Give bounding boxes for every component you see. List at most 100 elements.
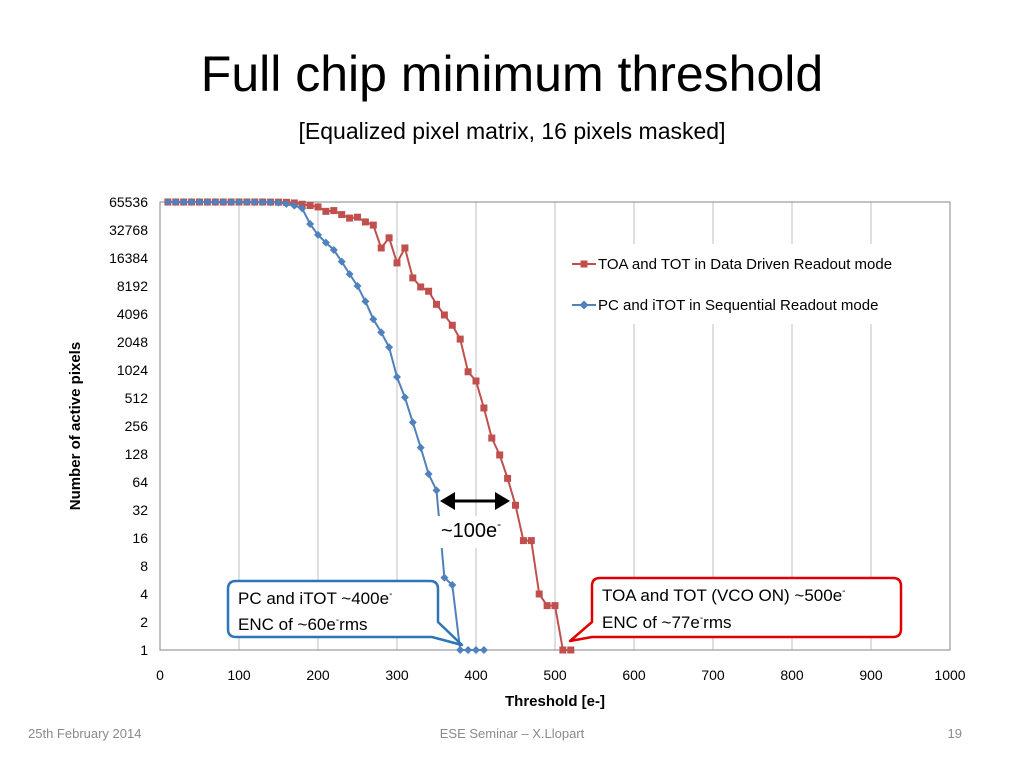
legend-marker-toa [580, 260, 588, 268]
data-point-diamond [195, 198, 204, 207]
legend-marker-pc [579, 300, 589, 310]
data-point-diamond [250, 198, 259, 207]
data-point-diamond [472, 646, 480, 654]
data-point-diamond [432, 486, 441, 495]
data-point-diamond [211, 198, 220, 207]
data-point-square [527, 537, 535, 545]
y-tick-label: 512 [125, 390, 149, 406]
data-point-diamond [345, 270, 354, 279]
data-point-diamond [456, 646, 465, 654]
data-point-diamond [258, 198, 267, 207]
y-tick-label: 4 [140, 586, 148, 602]
pc-callout-line1: PC and iTOT ~400e- [238, 589, 392, 608]
y-tick-label: 32768 [109, 222, 148, 238]
toa-callout-line2: ENC of ~77e-rms [602, 613, 731, 632]
pc-callout: PC and iTOT ~400e- ENC of ~60e-rms [226, 579, 464, 647]
data-point-square [464, 368, 472, 376]
data-point-diamond [227, 198, 236, 207]
y-tick-labels: 1 2 4 8 16 32 64 128 256 512 1024 2048 4096 8192 16384… [109, 194, 148, 658]
data-point-square [440, 311, 448, 319]
x-axis-label: Threshold [e-] [505, 693, 605, 710]
series-1 [163, 198, 488, 654]
data-point-square [519, 537, 527, 545]
data-point-square [472, 377, 480, 385]
data-point-square [401, 244, 409, 252]
data-point-square [330, 207, 338, 215]
data-point-square [551, 602, 559, 610]
data-point-diamond [408, 418, 417, 427]
x-tick-label: 300 [385, 667, 409, 683]
legend-label-pc: PC and iTOT in Sequential Readout mode [598, 297, 878, 314]
data-point-diamond [266, 198, 275, 207]
slide-title: Full chip minimum threshold [200, 46, 824, 102]
page-number: 19 [947, 726, 962, 741]
y-tick-label: 8 [140, 558, 148, 574]
y-tick-label: 4096 [117, 306, 148, 322]
x-tick-labels: 0 100 200 300 400 500 600 700 800 900 1000 [156, 667, 966, 683]
y-tick-label: 256 [125, 418, 149, 434]
y-tick-label: 16 [132, 530, 148, 546]
x-tick-label: 400 [464, 667, 488, 683]
data-point-diamond [203, 198, 212, 207]
data-point-diamond [298, 204, 307, 213]
data-point-square [314, 203, 322, 211]
arrow-right-head [495, 492, 510, 510]
data-point-diamond [163, 198, 172, 207]
x-tick-label: 1000 [934, 667, 965, 683]
data-point-diamond [361, 297, 370, 306]
x-tick-label: 0 [156, 667, 164, 683]
data-point-diamond [321, 238, 330, 247]
toa-callout-line1: TOA and TOT (VCO ON) ~500e- [602, 586, 846, 605]
data-point-diamond [329, 245, 338, 254]
data-point-square [504, 474, 512, 482]
legend-label-toa: TOA and TOT in Data Driven Readout mode [598, 256, 892, 273]
data-point-square [512, 501, 519, 509]
y-tick-label: 65536 [109, 194, 148, 210]
data-point-square [433, 300, 440, 308]
y-tick-label: 32 [132, 502, 148, 518]
data-point-square [322, 207, 330, 215]
data-point-square [409, 274, 417, 282]
x-tick-label: 200 [306, 667, 330, 683]
data-point-square [393, 259, 401, 267]
y-tick-label: 2048 [117, 334, 148, 350]
data-point-square [417, 283, 425, 291]
data-point-diamond [440, 573, 449, 582]
data-point-square [369, 221, 377, 229]
data-point-diamond [385, 343, 394, 352]
x-tick-label: 900 [859, 667, 883, 683]
data-point-diamond [448, 580, 457, 589]
slide-subtitle: [Equalized pixel matrix, 16 pixels maske… [298, 118, 726, 144]
data-point-diamond [377, 328, 386, 337]
y-tick-label: 2 [140, 614, 148, 630]
data-point-square [354, 213, 361, 221]
data-point-diamond [400, 393, 409, 402]
data-point-diamond [219, 198, 228, 207]
data-point-diamond [179, 198, 188, 207]
data-point-square [338, 211, 346, 219]
data-point-diamond [464, 646, 473, 654]
data-point-square [448, 321, 456, 329]
x-tick-label: 100 [227, 667, 251, 683]
data-point-square [480, 404, 488, 412]
data-point-diamond [274, 198, 283, 207]
legend: TOA and TOT in Data Driven Readout mode … [568, 244, 938, 324]
y-tick-label: 8192 [117, 278, 148, 294]
data-point-diamond [290, 201, 299, 210]
data-point-square [298, 200, 306, 208]
data-point-square [543, 602, 551, 610]
footer-title: ESE Seminar – X.Llopart [439, 726, 585, 741]
y-tick-label: 16384 [109, 250, 148, 266]
data-point-diamond [314, 230, 322, 239]
x-tick-label: 500 [543, 667, 567, 683]
data-point-diamond [353, 281, 362, 290]
pc-callout-line2: ENC of ~60e-rms [238, 615, 367, 634]
difference-annotation: ~100e- [434, 492, 516, 548]
data-point-square [346, 214, 354, 222]
plot-area-border [159, 201, 951, 651]
y-tick-label: 64 [132, 474, 148, 490]
data-point-square [425, 287, 433, 295]
toa-callout: TOA and TOT (VCO ON) ~500e- ENC of ~77e-… [568, 576, 903, 643]
data-point-square [377, 244, 385, 252]
